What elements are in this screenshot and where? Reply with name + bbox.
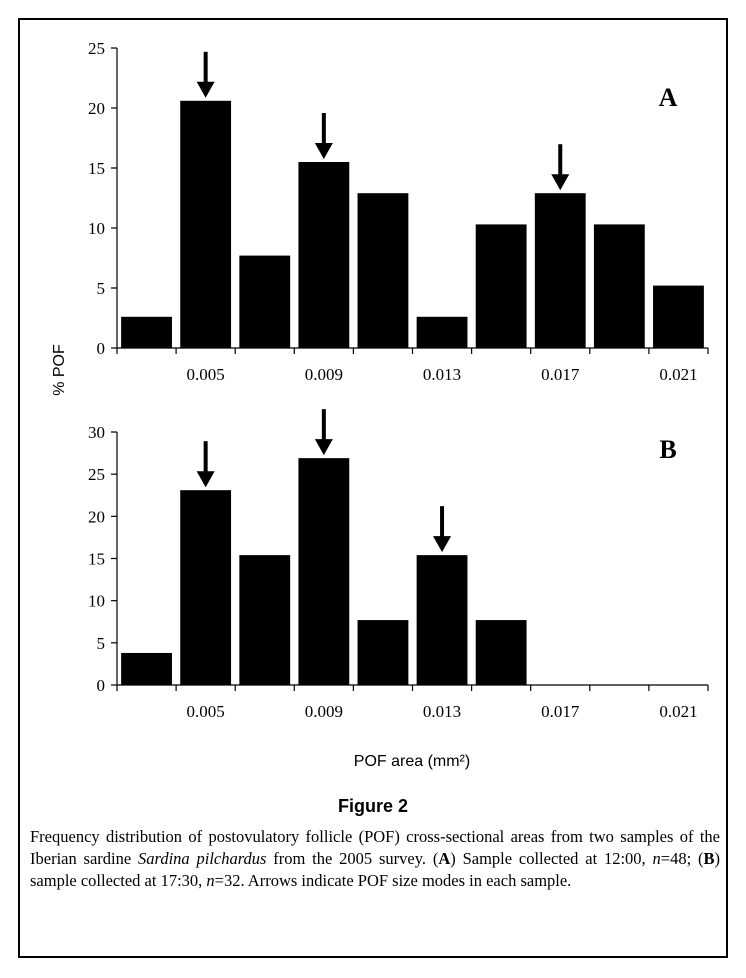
x-tick-label: 0.021 (659, 365, 697, 384)
y-tick-label: 30 (88, 423, 105, 442)
y-tick-label: 15 (88, 159, 105, 178)
x-tick-label: 0.013 (423, 702, 461, 721)
x-tick-label: 0.013 (423, 365, 461, 384)
y-tick-label: 20 (88, 99, 105, 118)
mode-arrow-head (314, 143, 333, 159)
y-axis-label: % POF (51, 344, 68, 396)
chart-panel-a: 0 5 10 15 20 25 0.005 0.009 0.013 0.017 0.021 A (88, 39, 709, 384)
mode-arrow-head (433, 536, 452, 553)
mode-arrow (196, 51, 215, 98)
bar (593, 224, 645, 348)
x-tick-label: 0.005 (187, 365, 225, 384)
y-tick-label: 10 (88, 592, 105, 611)
caption-run: =48; ( (660, 849, 704, 868)
bar (475, 224, 527, 348)
bar (180, 490, 232, 685)
mode-arrow-head (196, 81, 215, 98)
bar (534, 193, 586, 348)
caption-run: =32. Arrows indicate POF size modes in e… (214, 871, 572, 890)
mode-arrow-head (551, 174, 570, 191)
caption-run: n (206, 871, 215, 890)
y-tick-label: 0 (97, 339, 106, 358)
figure-title: Figure 2 (337, 796, 408, 816)
figure-charts: 0 5 10 15 20 25 0.005 0.009 0.013 0.017 0.021 A 0 5 1… (51, 39, 709, 770)
mode-arrow (433, 506, 452, 553)
bar (298, 162, 350, 348)
caption-run: ) sample collected at 17:30, (30, 849, 720, 890)
bar (239, 255, 291, 348)
y-tick-label: 5 (97, 279, 106, 298)
mode-arrow (314, 113, 333, 159)
bar (298, 458, 350, 685)
y-tick-label: 25 (88, 39, 105, 58)
figure-frame (18, 18, 728, 958)
x-tick-label: 0.009 (305, 365, 343, 384)
y-tick-label: 5 (97, 634, 106, 653)
x-tick-label: 0.021 (659, 702, 697, 721)
y-tick-label: 15 (88, 550, 105, 569)
bar (357, 193, 409, 348)
mode-arrow (314, 409, 333, 456)
y-tick-label: 0 (97, 676, 106, 695)
mode-arrow (196, 441, 215, 488)
mode-arrow-head (196, 471, 215, 488)
chart-panel-b: 0 5 10 15 20 25 30 0.005 0.009 0.013 0.017 0.021 B (88, 409, 709, 721)
panel-letter: A (659, 83, 678, 112)
bar (121, 316, 172, 348)
caption-run: Sardina pilchardus (138, 849, 267, 868)
caption-run: n (652, 849, 661, 868)
caption-run: from the 2005 survey. ( (266, 849, 439, 868)
x-tick-label: 0.009 (305, 702, 343, 721)
x-tick-label: 0.017 (541, 365, 580, 384)
bar (357, 620, 409, 685)
bar (416, 555, 468, 685)
caption-run: Frequency distribution of postovulatory … (30, 827, 720, 868)
figure-caption: Frequency distribution of postovulatory … (30, 826, 720, 892)
mode-arrow (551, 144, 570, 191)
mode-arrow-head (314, 439, 333, 456)
caption-run: B (703, 849, 715, 868)
bar (180, 100, 232, 348)
bar (653, 285, 704, 348)
x-tick-label: 0.005 (187, 702, 225, 721)
caption-run: A (438, 849, 451, 868)
caption-run: ) Sample collected at 12:00, (450, 849, 653, 868)
y-tick-label: 10 (88, 219, 105, 238)
x-axis-label: POF area (mm²) (354, 753, 470, 770)
bar (416, 316, 468, 348)
bar (475, 620, 527, 685)
y-tick-label: 25 (88, 465, 105, 484)
panel-letter: B (659, 435, 676, 464)
bar (121, 652, 172, 685)
bar (239, 555, 291, 685)
y-tick-label: 20 (88, 507, 105, 526)
x-tick-label: 0.017 (541, 702, 580, 721)
